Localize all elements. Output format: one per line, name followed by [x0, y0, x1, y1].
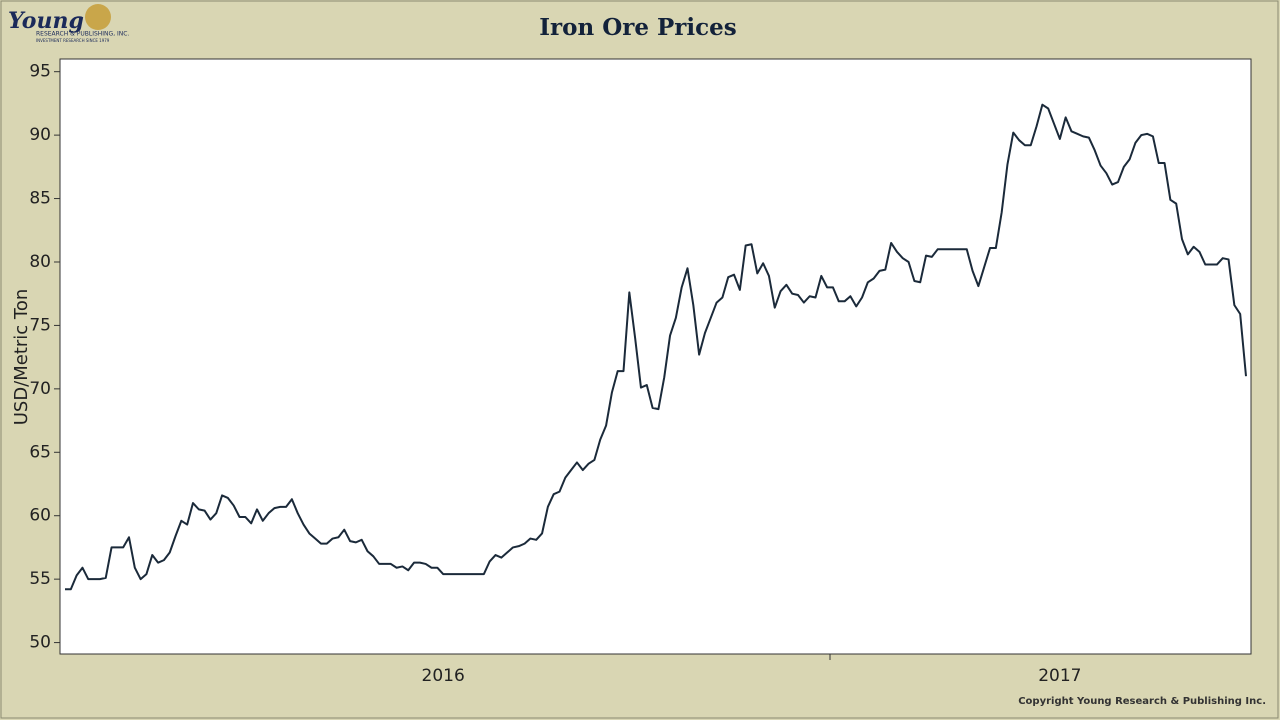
y-tick-label: 60 [29, 506, 51, 526]
y-tick-label: 50 [29, 633, 51, 653]
x-tick-label: 2016 [422, 666, 465, 686]
chart-title: Iron Ore Prices [539, 14, 736, 41]
logo-line: RESEARCH & PUBLISHING, INC. [36, 31, 129, 38]
y-axis-label: USD/Metric Ton [11, 289, 32, 426]
logo-name: Young [8, 8, 84, 34]
price-line [65, 103, 1247, 591]
y-tick-label: 90 [29, 125, 51, 145]
logo: Young RESEARCH & PUBLISHING, INC. INVEST… [8, 4, 129, 43]
y-tick-label: 65 [29, 442, 51, 462]
y-tick-label: 85 [29, 189, 51, 209]
plot-area [59, 58, 1252, 655]
x-tick-label: 2017 [1038, 666, 1081, 686]
y-tick-label: 70 [29, 379, 51, 399]
logo-globe [85, 4, 111, 30]
copyright: Copyright Young Research & Publishing In… [1018, 696, 1266, 707]
y-tick-label: 55 [29, 569, 51, 589]
y-tick-label: 95 [29, 62, 51, 82]
y-tick-label: 80 [29, 252, 51, 272]
y-tick-label: 75 [29, 315, 51, 335]
logo-line: INVESTMENT RESEARCH SINCE 1979 [36, 38, 110, 43]
